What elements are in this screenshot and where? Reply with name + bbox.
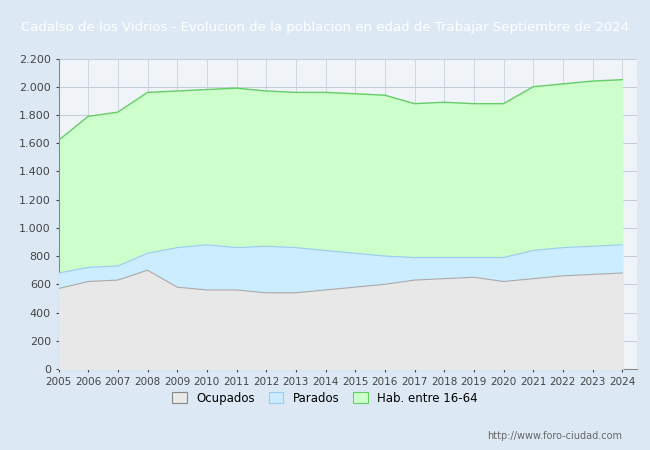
Legend: Ocupados, Parados, Hab. entre 16-64: Ocupados, Parados, Hab. entre 16-64: [168, 387, 482, 410]
Text: http://www.foro-ciudad.com: http://www.foro-ciudad.com: [488, 431, 623, 441]
Text: Cadalso de los Vidrios - Evolucion de la poblacion en edad de Trabajar Septiembr: Cadalso de los Vidrios - Evolucion de la…: [21, 21, 629, 33]
